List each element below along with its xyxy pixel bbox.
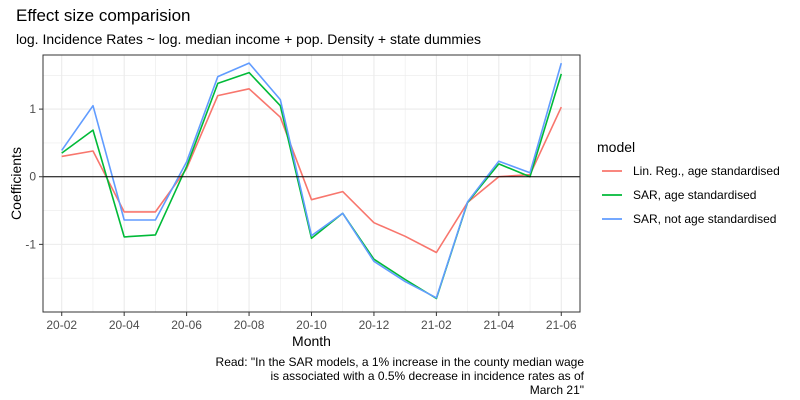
y-tick-label: 0	[29, 170, 36, 184]
y-tick-label: 1	[29, 102, 36, 116]
axes: 20-02 20-04 20-06 20-08 20-10 20-12 21-02 21-04…	[25, 102, 577, 332]
y-tick-label: -1	[25, 237, 36, 251]
x-tick-label: 20-10	[296, 318, 327, 332]
x-tick-label: 20-08	[234, 318, 265, 332]
series-line-3	[61, 62, 563, 299]
series-line-1	[61, 88, 563, 254]
x-axis-title: Month	[292, 333, 331, 349]
legend-label-2: SAR, age standardised	[633, 188, 756, 202]
legend-title: model	[597, 139, 635, 155]
chart-caption: Read: "In the SAR models, a 1% increase …	[215, 355, 584, 397]
chart-title: Effect size comparision	[16, 6, 191, 25]
series-lines	[43, 62, 580, 300]
x-tick-label: 20-02	[46, 318, 77, 332]
grid-lines	[43, 55, 580, 312]
y-axis-title: Coefficients	[8, 147, 24, 220]
legend-label-1: Lin. Reg., age standardised	[633, 164, 780, 178]
x-tick-label: 20-06	[171, 318, 202, 332]
x-tick-label: 21-06	[546, 318, 577, 332]
legend-label-3: SAR, not age standardised	[633, 212, 776, 226]
x-tick-label: 20-12	[359, 318, 390, 332]
chart-subtitle: log. Incidence Rates ~ log. median incom…	[16, 31, 481, 47]
x-tick-label: 21-02	[421, 318, 452, 332]
legend: model Lin. Reg., age standardised SAR, ag…	[597, 139, 780, 226]
x-tick-label: 20-04	[109, 318, 140, 332]
x-tick-label: 21-04	[483, 318, 514, 332]
